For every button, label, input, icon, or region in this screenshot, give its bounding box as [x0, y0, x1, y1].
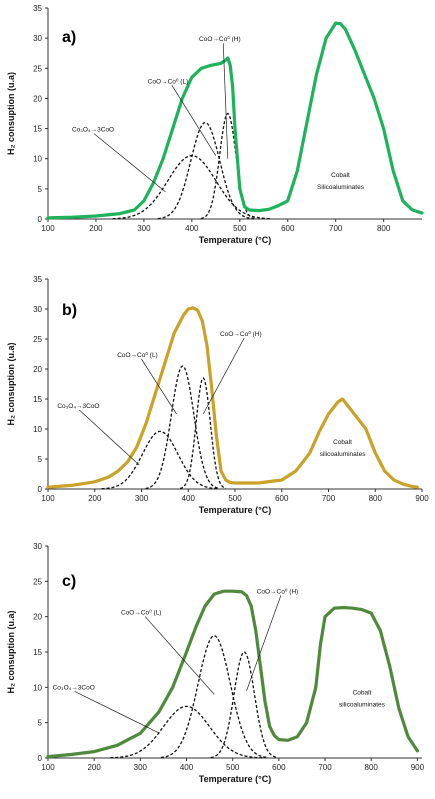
- y-tick-label: 0: [38, 485, 43, 494]
- deconvolution-peak-2: [145, 365, 220, 490]
- deconvolution-peak-2: [160, 635, 268, 759]
- panel-label: b): [62, 302, 77, 319]
- annotation-label: CoO→Co⁰ (L): [148, 77, 189, 85]
- annotation-label: CoO→Co⁰ (L): [117, 351, 158, 359]
- deconvolution-peak-2: [157, 121, 253, 220]
- annotation-label: Co₃O₄→3CoO: [53, 684, 95, 691]
- x-tick-label: 700: [329, 224, 343, 233]
- panel-label: c): [62, 573, 76, 590]
- y-tick-label: 5: [38, 719, 43, 728]
- deconvolution-peak-1: [110, 705, 263, 759]
- y-tick-label: 10: [33, 683, 42, 692]
- x-tick-label: 200: [88, 494, 102, 503]
- annotation-leader-line: [222, 43, 229, 159]
- annotation-leader-line: [141, 358, 177, 415]
- annotation-label: CoO→Co⁰ (L): [121, 609, 162, 617]
- x-tick-label: 600: [272, 763, 286, 772]
- x-tick-label: 300: [137, 224, 151, 233]
- x-axis-title: Temperature (°C): [199, 505, 271, 515]
- y-tick-label: 10: [33, 425, 42, 434]
- y-tick-label: 5: [38, 185, 43, 194]
- annotation-label: CoO→Co⁰ (H): [257, 587, 299, 595]
- annotation-label: Co₃O₄→3CoO: [72, 127, 114, 134]
- y-tick-label: 30: [33, 305, 42, 314]
- x-tick-label: 200: [89, 224, 103, 233]
- x-tick-label: 100: [41, 494, 55, 503]
- y-tick-label: 15: [33, 648, 42, 657]
- x-tick-label: 300: [135, 494, 149, 503]
- y-tick-label: 15: [33, 125, 42, 134]
- annotation-label: Cobalt: [331, 172, 350, 179]
- x-tick-label: 900: [415, 494, 429, 503]
- x-tick-label: 500: [233, 224, 247, 233]
- annotation-label: CoO→Co⁰ (H): [199, 35, 241, 43]
- y-tick-label: 10: [33, 155, 42, 164]
- y-tick-label: 35: [33, 4, 42, 13]
- x-tick-label: 600: [281, 224, 295, 233]
- annotation-leader-line: [202, 337, 245, 415]
- x-tick-label: 500: [226, 763, 240, 772]
- annotation-label: Co₃O₄→3CoO: [57, 403, 99, 410]
- y-tick-label: 25: [33, 577, 42, 586]
- x-tick-label: 400: [180, 763, 194, 772]
- y-tick-label: 25: [33, 64, 42, 73]
- annotation-label: Cobalt: [333, 439, 352, 446]
- x-tick-label: 400: [185, 224, 199, 233]
- x-axis-title: Temperature (°C): [199, 774, 271, 784]
- panel-label: a): [62, 29, 76, 46]
- y-tick-label: 25: [33, 335, 42, 344]
- annotation-label: Silicoaluminates: [317, 184, 365, 191]
- annotation-leader-line: [93, 133, 166, 193]
- panel-b: 0 5 10 15 20 25 30 35 100 200 300 400 500 600 700 800 90…: [6, 275, 429, 515]
- y-axis-title: H₂ consuption (u.a): [6, 343, 16, 426]
- y-axis-title: H₂ consuption (u.a): [6, 611, 16, 694]
- x-tick-label: 300: [134, 763, 148, 772]
- annotation-leader-line: [171, 85, 217, 156]
- annotation-leader-line: [246, 595, 282, 691]
- panel-a: 0 5 10 15 20 25 30 35 100 200 300 400 500 600 700 800 Te…: [6, 4, 424, 245]
- y-tick-label: 30: [33, 542, 42, 551]
- y-tick-label: 35: [33, 275, 42, 284]
- x-axis-title: Temperature (°C): [199, 235, 271, 245]
- y-tick-label: 20: [33, 613, 42, 622]
- annotation-leader-line: [74, 691, 160, 734]
- x-tick-label: 600: [275, 494, 289, 503]
- x-tick-label: 800: [377, 224, 391, 233]
- x-tick-label: 900: [411, 763, 425, 772]
- y-tick-label: 0: [38, 215, 43, 224]
- y-tick-label: 20: [33, 94, 42, 103]
- annotation-label: CoO→Co⁰ (H): [220, 330, 262, 338]
- y-tick-label: 5: [38, 455, 43, 464]
- annotation-label: silicoaluminates: [320, 451, 367, 458]
- deconvolution-peak-1: [101, 430, 219, 490]
- annotation-label: Cobalt: [353, 689, 372, 696]
- y-tick-label: 15: [33, 395, 42, 404]
- y-tick-label: 0: [38, 754, 43, 763]
- deconvolution-peak-3: [200, 112, 255, 220]
- measured-tpr-curve: [46, 21, 424, 220]
- x-tick-label: 400: [182, 494, 196, 503]
- x-tick-label: 800: [365, 763, 379, 772]
- x-tick-label: 500: [228, 494, 242, 503]
- x-tick-label: 200: [87, 763, 101, 772]
- y-axis-title: H₂ consuption (u.a): [6, 72, 16, 155]
- measured-tpr-curve: [46, 589, 419, 759]
- x-tick-label: 700: [322, 494, 336, 503]
- annotation-label: silicoaluminates: [339, 701, 386, 708]
- measured-tpr-curve: [46, 306, 419, 489]
- x-tick-label: 800: [369, 494, 383, 503]
- x-tick-label: 100: [41, 763, 55, 772]
- y-tick-label: 20: [33, 365, 42, 374]
- x-tick-label: 700: [318, 763, 332, 772]
- deconvolution-peak-3: [179, 377, 227, 490]
- annotation-leader-line: [79, 409, 140, 466]
- x-tick-label: 100: [41, 224, 55, 233]
- annotation-leader-line: [144, 616, 215, 695]
- y-tick-label: 30: [33, 34, 42, 43]
- panel-c: 0 5 10 15 20 25 30 100 200 300 400 500 600 700 800 900 T…: [6, 542, 425, 784]
